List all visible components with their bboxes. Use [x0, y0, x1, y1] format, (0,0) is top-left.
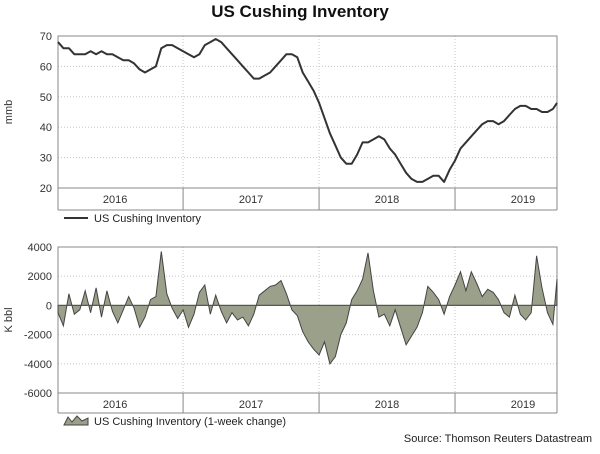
y-tick-label: 50: [40, 92, 52, 104]
x-tick-label: 2017: [239, 194, 263, 206]
x-tick-label: 2018: [375, 194, 399, 206]
y-tick-label: 0: [46, 300, 52, 312]
y-tick-label: 2000: [28, 271, 52, 283]
x-tick-label: 2016: [103, 194, 127, 206]
x-tick-label: 2019: [511, 399, 535, 411]
y-axis-title: mmb: [3, 100, 15, 124]
x-tick-label: 2018: [375, 399, 399, 411]
y-tick-label: 20: [40, 183, 52, 195]
series-line: [57, 38, 558, 183]
source-note: Source: Thomson Reuters Datastream: [403, 433, 592, 445]
x-tick-label: 2016: [103, 399, 127, 411]
y-tick-label: -4000: [24, 359, 52, 371]
x-tick-label: 2019: [511, 194, 535, 206]
y-tick-label: 40: [40, 122, 52, 134]
y-tick-label: -6000: [24, 388, 52, 400]
series-area: [57, 251, 558, 365]
plot-border: [57, 246, 558, 394]
chart-title: US Cushing Inventory: [211, 2, 389, 21]
plot-border: [57, 35, 558, 189]
y-axis-title: K bbl: [3, 307, 15, 332]
y-tick-label: 60: [40, 61, 52, 73]
x-tick-label: 2017: [239, 399, 263, 411]
y-tick-label: 30: [40, 153, 52, 165]
legend-area-swatch: [63, 415, 89, 426]
y-tick-label: -2000: [24, 330, 52, 342]
y-tick-label: 70: [40, 31, 52, 43]
legend-label: US Cushing Inventory: [94, 213, 201, 225]
legend-label: US Cushing Inventory (1-week change): [94, 416, 286, 428]
y-tick-label: 4000: [28, 242, 52, 254]
